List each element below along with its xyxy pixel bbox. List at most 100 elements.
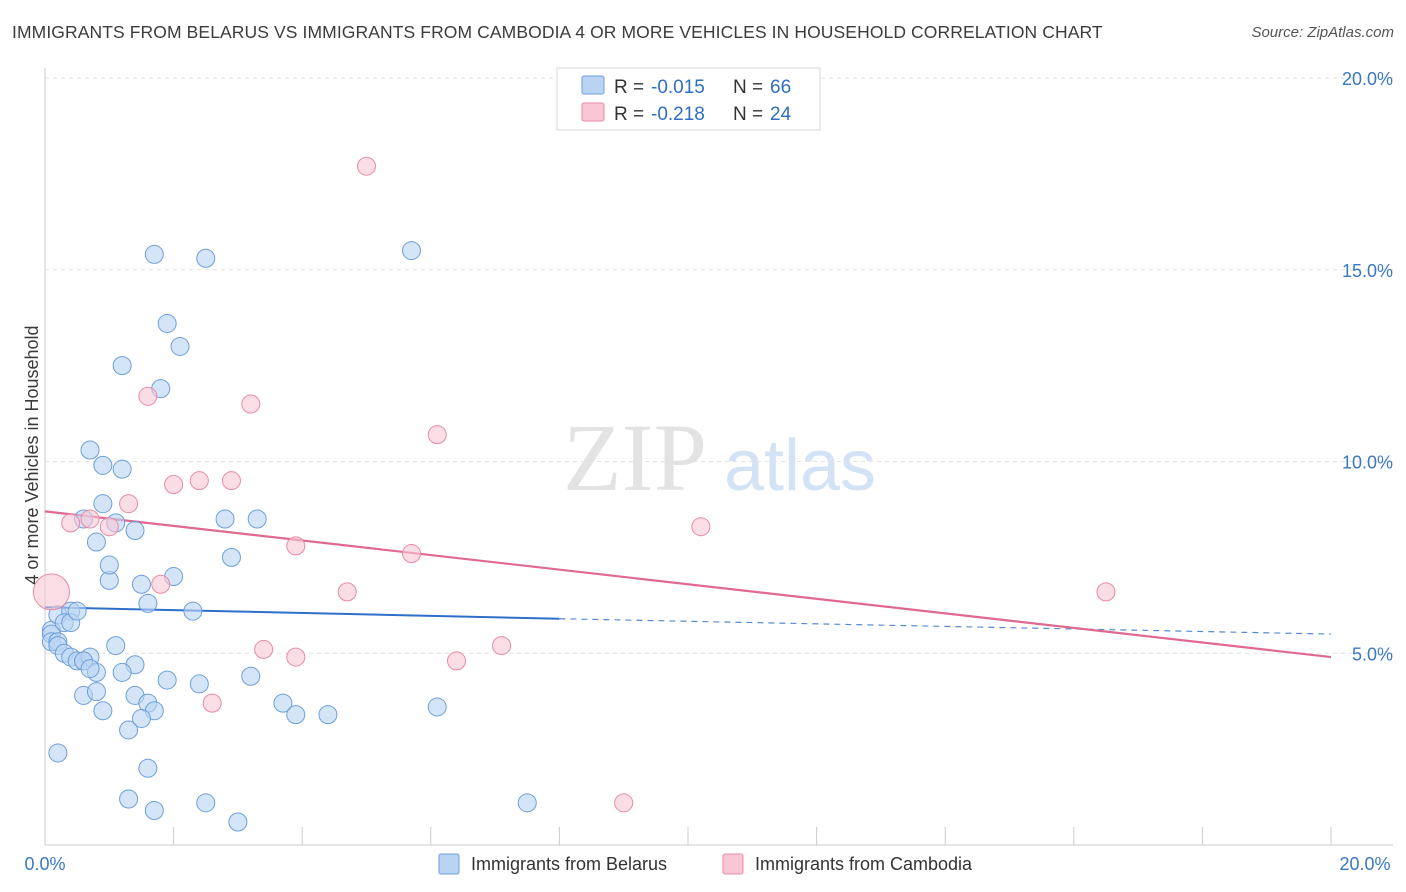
point-cambodia-9: [202, 693, 222, 713]
point-belarus-32: [125, 521, 145, 541]
point-belarus-61: [144, 800, 164, 820]
point-belarus-29: [93, 455, 113, 475]
grid-lines: [45, 77, 1393, 654]
bottom-legend-swatch-cambodia: [722, 853, 744, 875]
point-cambodia-21: [614, 793, 634, 813]
point-belarus-55: [273, 693, 293, 713]
point-cambodia-1: [61, 513, 81, 533]
data-points: [32, 156, 1116, 832]
series-legend: Immigrants from Belarus Immigrants from …: [438, 853, 973, 875]
point-belarus-10: [67, 601, 87, 621]
y-tick-label-0: 5.0%: [1352, 644, 1393, 664]
trend-line-belarus-extension: [559, 618, 1332, 635]
point-belarus-53: [247, 509, 267, 529]
point-cambodia-10: [221, 471, 241, 491]
point-belarus-28: [80, 440, 100, 460]
point-belarus-34: [138, 593, 158, 613]
point-belarus-36: [112, 662, 132, 682]
bottom-legend-swatch-belarus: [438, 853, 460, 875]
point-cambodia-3: [99, 517, 119, 537]
tick-labels: 5.0% 10.0% 15.0% 20.0% 0.0% 20.0%: [24, 69, 1393, 874]
point-belarus-17: [80, 659, 100, 679]
y-axis-title: 4 or more Vehicles in Household: [22, 325, 42, 584]
point-cambodia-15: [337, 582, 357, 602]
point-belarus-54: [241, 666, 261, 686]
legend-r-value-belarus: -0.015: [651, 77, 705, 98]
x-tick-label-0: 0.0%: [24, 854, 65, 874]
point-cambodia-6: [151, 574, 171, 594]
legend-swatch-cambodia: [581, 102, 605, 122]
point-belarus-50: [189, 674, 209, 694]
point-cambodia-12: [254, 639, 274, 659]
point-belarus-42: [157, 313, 177, 333]
point-belarus-23: [99, 555, 119, 575]
point-cambodia-8: [189, 471, 209, 491]
point-belarus-59: [138, 758, 158, 778]
point-belarus-46: [196, 248, 216, 268]
point-belarus-25: [93, 494, 113, 514]
point-cambodia-5: [138, 386, 158, 406]
point-cambodia-14: [286, 647, 306, 667]
point-cambodia-13: [286, 536, 306, 556]
x-tick-label-1: 20.0%: [1339, 854, 1390, 874]
point-cambodia-18: [427, 425, 447, 445]
point-belarus-41: [131, 708, 151, 728]
point-belarus-49: [157, 670, 177, 690]
point-belarus-30: [112, 459, 132, 479]
point-belarus-21: [106, 636, 126, 656]
point-cambodia-20: [492, 636, 512, 656]
legend-swatch-belarus: [581, 75, 605, 95]
point-belarus-19: [86, 682, 106, 702]
point-belarus-40: [119, 720, 139, 740]
source-label: Source: ZipAtlas.com: [1251, 24, 1394, 41]
watermark-zip: ZIP: [563, 404, 707, 511]
legend-n-value-belarus: 66: [770, 77, 791, 98]
point-cambodia-7: [164, 475, 184, 495]
point-belarus-56: [286, 705, 306, 725]
point-belarus-64: [402, 241, 422, 261]
point-cambodia-22: [691, 517, 711, 537]
bottom-legend-label-belarus: Immigrants from Belarus: [471, 854, 667, 874]
point-belarus-43: [170, 336, 190, 356]
point-belarus-66: [517, 793, 537, 813]
legend-n-label-cambodia: N =: [733, 104, 763, 125]
stats-legend: R = -0.015 N = 66 R = -0.218 N = 24: [556, 67, 821, 131]
y-tick-label-2: 15.0%: [1342, 261, 1393, 281]
legend-r-label-belarus: R =: [614, 77, 644, 98]
trend-line-belarus: [44, 606, 560, 620]
legend-r-label-cambodia: R =: [614, 104, 644, 125]
point-cambodia-17: [402, 544, 422, 564]
point-belarus-60: [119, 789, 139, 809]
point-cambodia-4: [119, 494, 139, 514]
point-cambodia-11: [241, 394, 261, 414]
watermark-atlas: atlas: [724, 426, 876, 506]
legend-r-value-cambodia: -0.218: [651, 104, 705, 125]
point-belarus-20: [93, 701, 113, 721]
legend-n-value-cambodia: 24: [770, 104, 792, 125]
chart-title: IMMIGRANTS FROM BELARUS VS IMMIGRANTS FR…: [12, 22, 1103, 42]
point-belarus-65: [427, 697, 447, 717]
point-belarus-52: [221, 547, 241, 567]
y-tick-label-1: 10.0%: [1342, 453, 1393, 473]
point-cambodia-2: [80, 509, 100, 529]
point-belarus-31: [112, 356, 132, 376]
y-tick-label-3: 20.0%: [1342, 69, 1393, 89]
trend-lines: [44, 510, 1332, 659]
axes: [44, 68, 1393, 846]
trend-line-cambodia: [44, 510, 1332, 659]
bottom-legend-label-cambodia: Immigrants from Cambodia: [755, 854, 973, 874]
point-cambodia-23: [1096, 582, 1116, 602]
point-cambodia-19: [447, 651, 467, 671]
point-belarus-62: [196, 793, 216, 813]
point-cambodia-16: [357, 156, 376, 176]
legend-n-label-belarus: N =: [733, 77, 763, 98]
point-belarus-45: [144, 244, 164, 264]
point-belarus-51: [215, 509, 235, 529]
point-belarus-24: [86, 532, 106, 552]
point-belarus-57: [318, 705, 338, 725]
point-belarus-58: [48, 743, 68, 763]
point-belarus-48: [183, 601, 203, 621]
point-belarus-33: [131, 574, 151, 594]
point-belarus-63: [228, 812, 248, 832]
